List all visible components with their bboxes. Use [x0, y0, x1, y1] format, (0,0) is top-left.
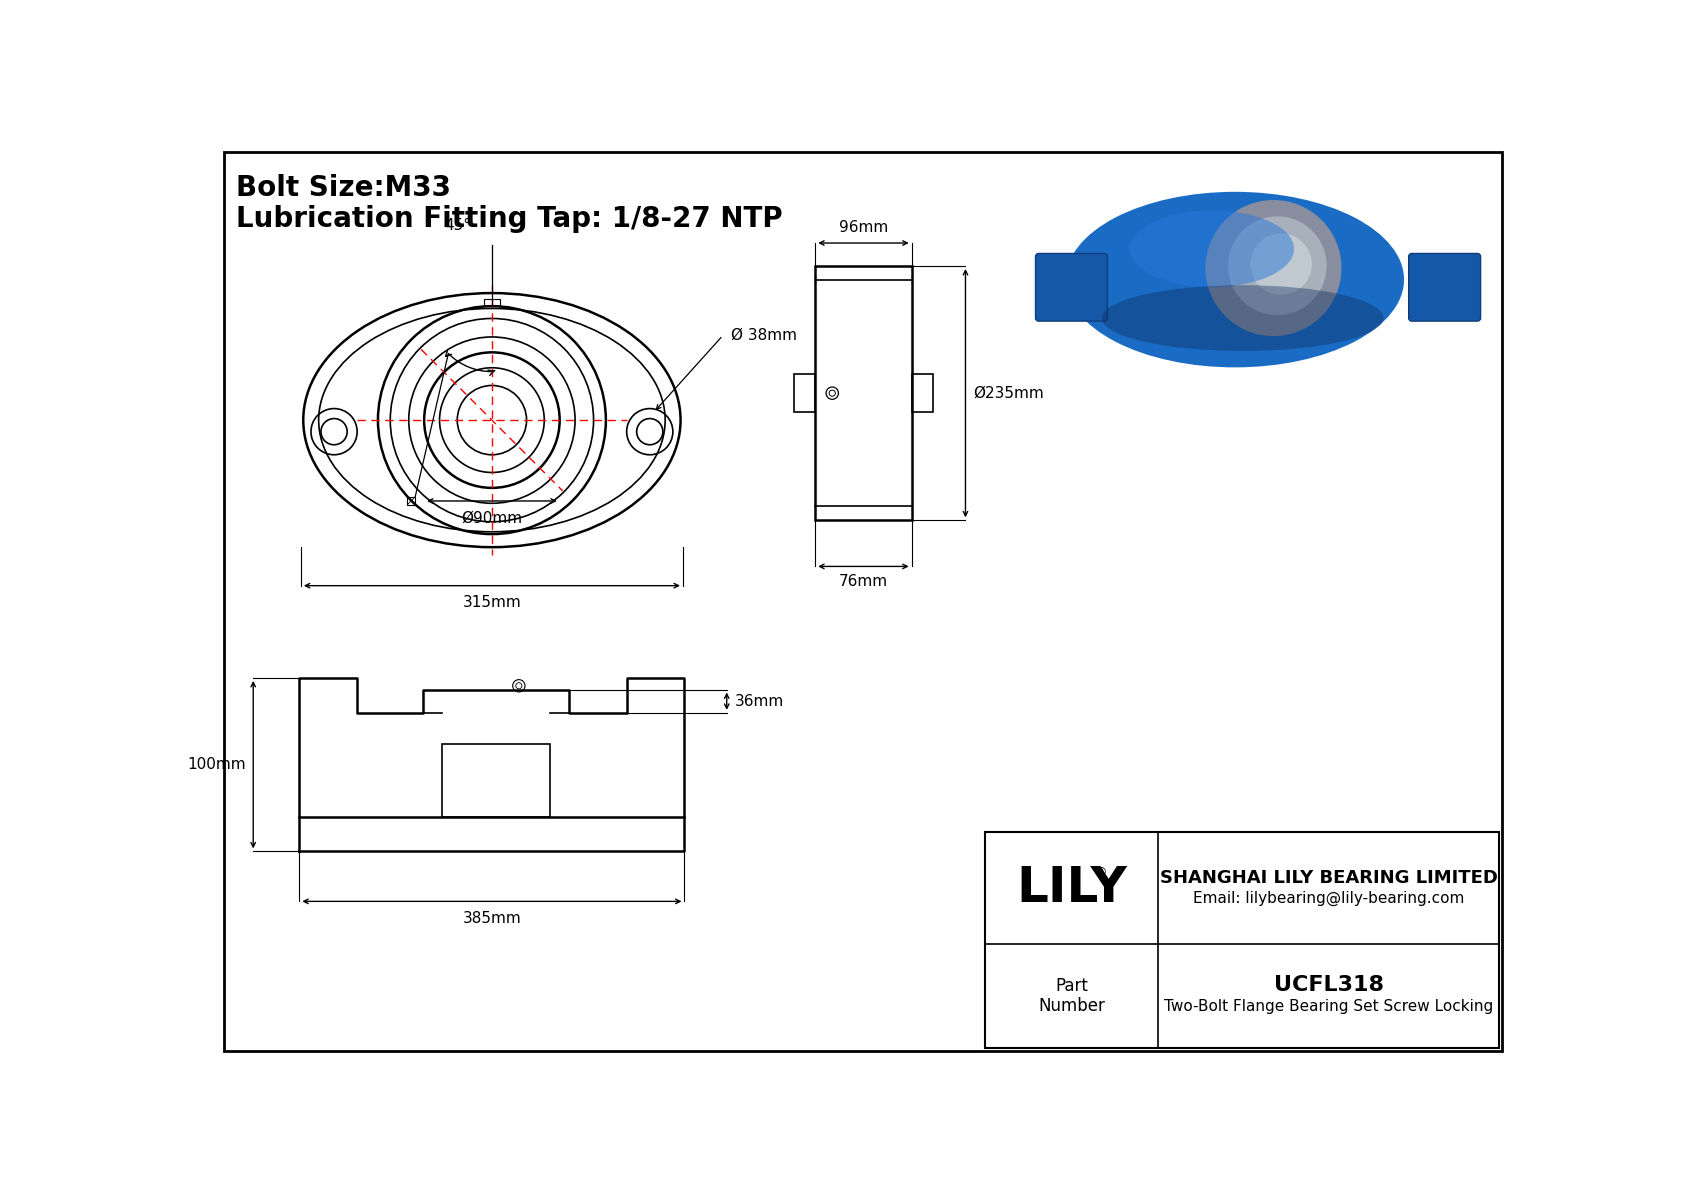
- Text: 36mm: 36mm: [734, 693, 783, 709]
- Text: Bolt Size:M33: Bolt Size:M33: [236, 174, 451, 201]
- Bar: [793, 374, 815, 412]
- Ellipse shape: [1206, 200, 1342, 336]
- Text: Email: lilybearing@lily-bearing.com: Email: lilybearing@lily-bearing.com: [1192, 891, 1463, 905]
- Text: 315mm: 315mm: [463, 596, 522, 610]
- Text: 100mm: 100mm: [187, 757, 246, 772]
- Text: Ø 38mm: Ø 38mm: [731, 328, 797, 343]
- Text: ®: ®: [1095, 866, 1106, 879]
- Text: Ø235mm: Ø235mm: [973, 386, 1044, 400]
- Bar: [485, 299, 500, 306]
- Text: Lubrication Fitting Tap: 1/8-27 NTP: Lubrication Fitting Tap: 1/8-27 NTP: [236, 205, 783, 232]
- Ellipse shape: [1228, 217, 1327, 316]
- Ellipse shape: [1101, 285, 1384, 351]
- FancyBboxPatch shape: [1036, 254, 1108, 322]
- Bar: [911, 374, 933, 412]
- Text: 96mm: 96mm: [839, 220, 887, 236]
- Text: LILY: LILY: [1015, 865, 1127, 912]
- Bar: [815, 266, 911, 520]
- Text: Part
Number: Part Number: [1037, 977, 1105, 1015]
- Bar: [1024, 162, 1494, 381]
- Bar: [408, 497, 416, 505]
- Ellipse shape: [1251, 233, 1312, 295]
- Text: SHANGHAI LILY BEARING LIMITED: SHANGHAI LILY BEARING LIMITED: [1160, 869, 1497, 887]
- Text: UCFL318: UCFL318: [1273, 975, 1384, 996]
- Bar: [441, 743, 549, 817]
- Ellipse shape: [1130, 211, 1293, 287]
- Text: 76mm: 76mm: [839, 574, 887, 590]
- Text: 385mm: 385mm: [463, 911, 522, 925]
- Text: Ø90mm: Ø90mm: [461, 510, 522, 525]
- Text: Two-Bolt Flange Bearing Set Screw Locking: Two-Bolt Flange Bearing Set Screw Lockin…: [1164, 999, 1494, 1015]
- Bar: [985, 833, 1499, 1048]
- Ellipse shape: [1066, 192, 1404, 367]
- FancyBboxPatch shape: [1410, 254, 1480, 322]
- Text: 45°: 45°: [445, 218, 472, 232]
